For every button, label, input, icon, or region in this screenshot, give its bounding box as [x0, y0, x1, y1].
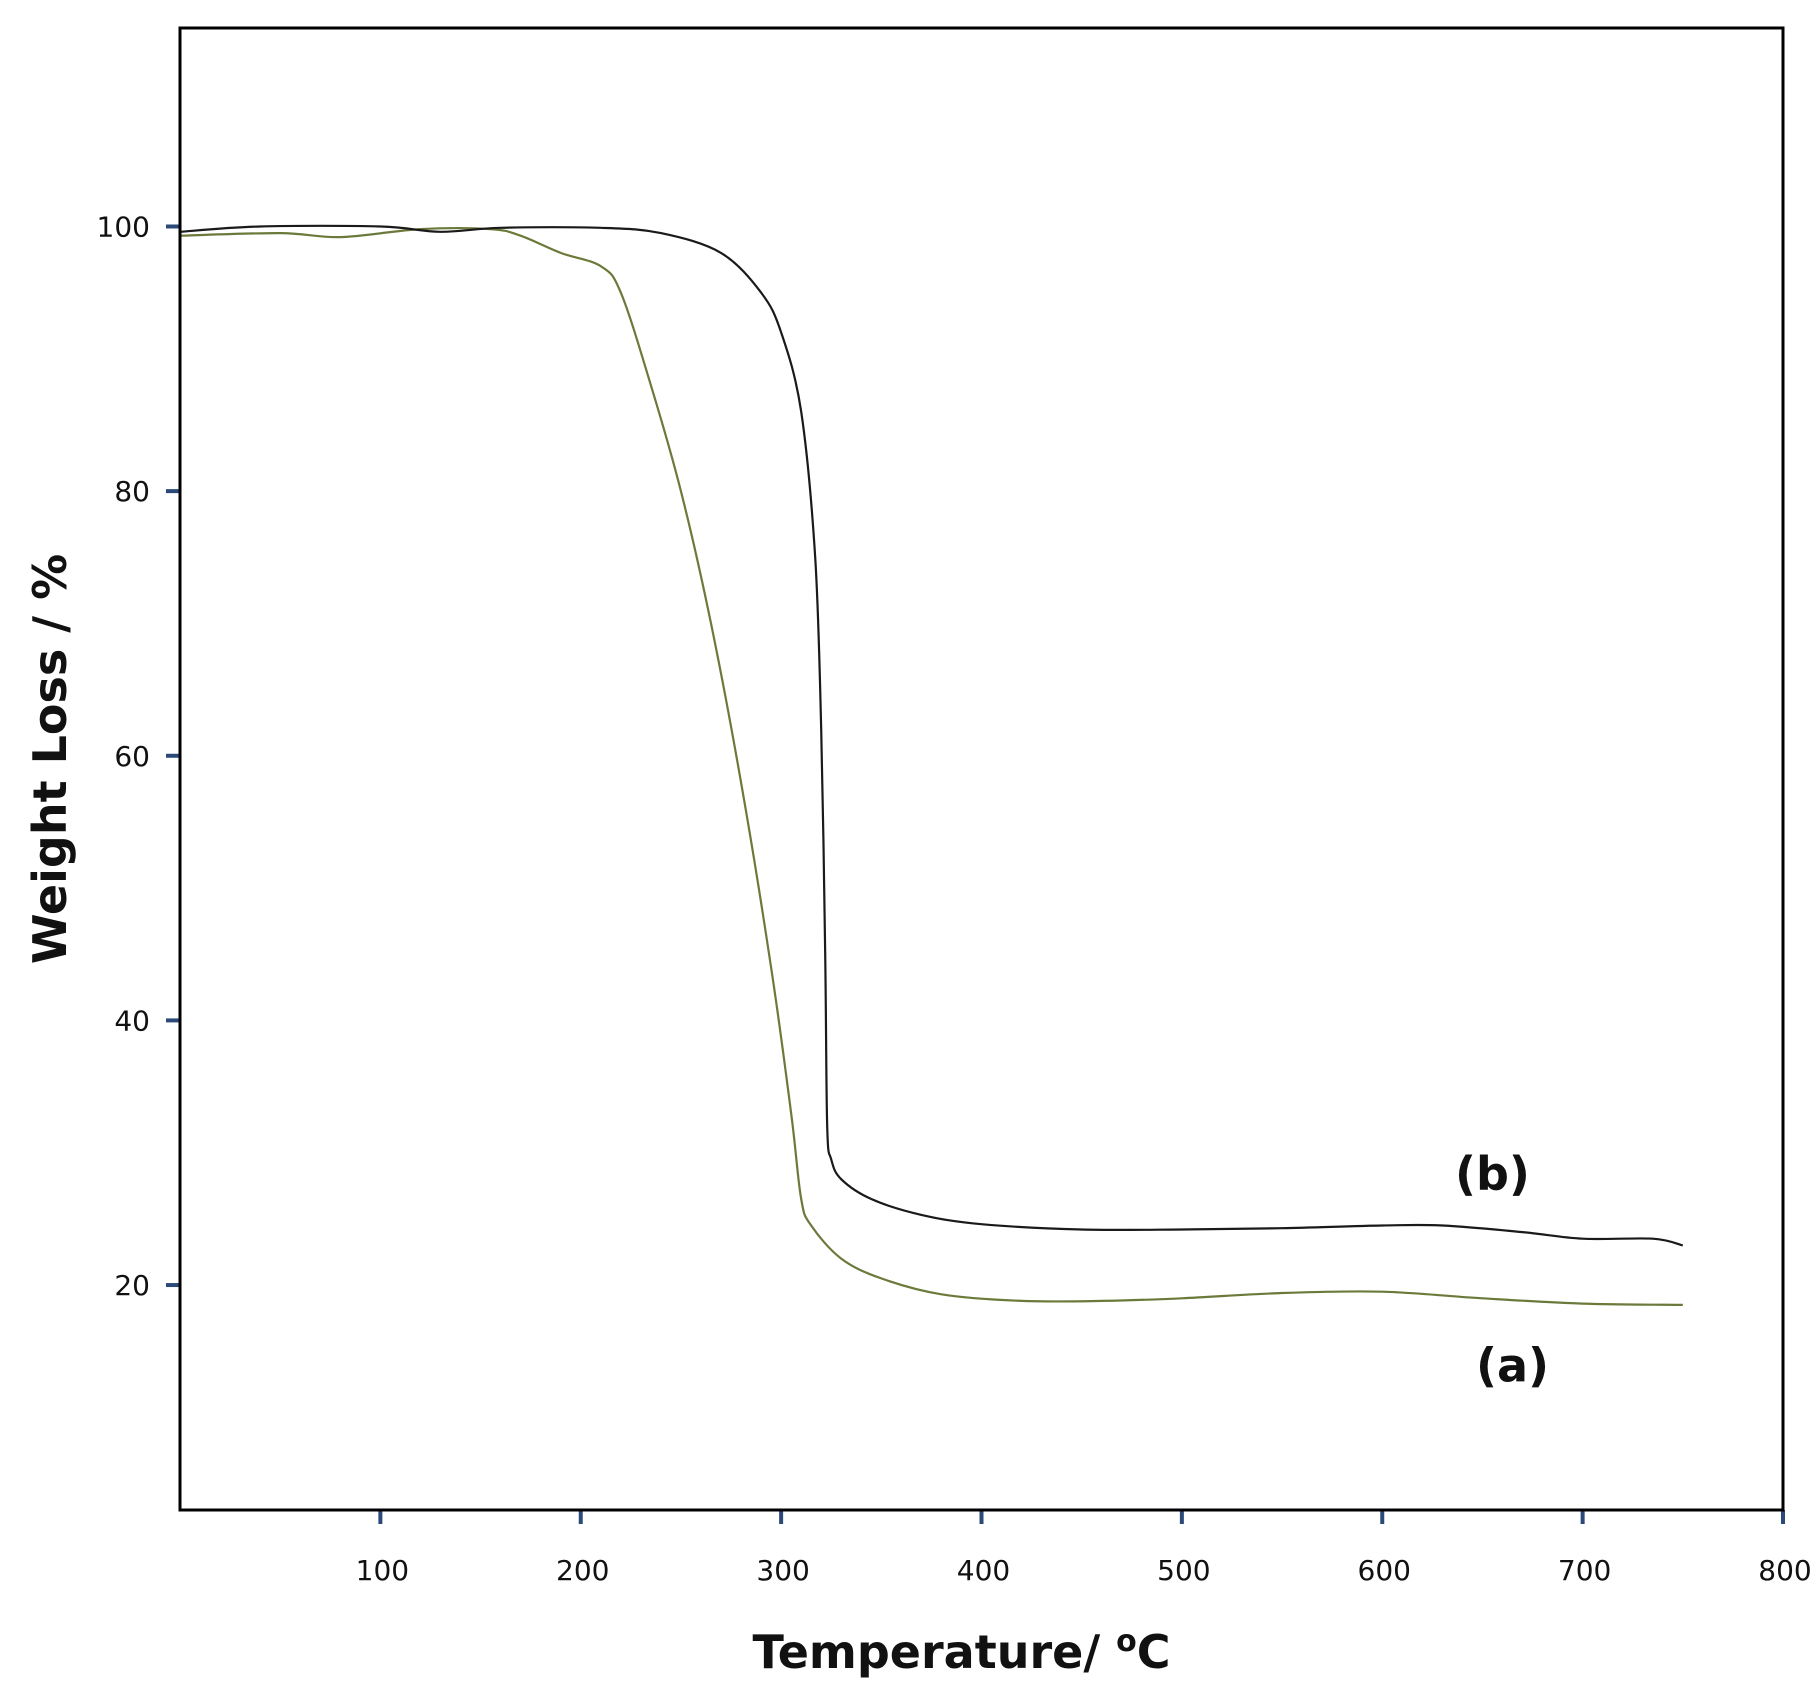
x-tick-label: 200: [556, 1554, 609, 1587]
curves-layer: [179, 224, 1684, 1306]
x-tick-label: 500: [1157, 1554, 1210, 1587]
x-tick-label: 600: [1358, 1554, 1411, 1587]
series-line-b: [179, 224, 1684, 1247]
curve-label-a: (a): [1476, 1339, 1549, 1393]
ticks-layer: 100 200 300 400 500 600 700 800 20 40 60 80 100: [97, 210, 1812, 1587]
x-tick-label: 800: [1758, 1554, 1811, 1587]
x-axis-title-unit: C: [1137, 1625, 1171, 1679]
y-tick-label: 80: [114, 475, 150, 508]
curve-label-b: (b): [1455, 1147, 1530, 1201]
labels-layer: (b) (a): [1455, 1147, 1549, 1393]
x-tick-label: 100: [356, 1554, 409, 1587]
x-axis-title-super: o: [1116, 1624, 1137, 1659]
y-axis-title: Weight Loss / %: [23, 554, 77, 964]
x-tick-label: 700: [1558, 1554, 1611, 1587]
y-tick-label: 100: [97, 210, 150, 243]
x-tick-label: 300: [756, 1554, 809, 1587]
y-tick-label: 40: [114, 1004, 150, 1037]
series-line-a: [179, 227, 1683, 1306]
x-axis-title-main: Temperature/: [752, 1625, 1116, 1679]
x-axis-title: Temperature/ oC: [752, 1624, 1170, 1680]
y-tick-label: 60: [114, 740, 150, 773]
y-tick-label: 20: [114, 1269, 150, 1302]
plot-frame: [178, 26, 1785, 1512]
x-tick-label: 400: [957, 1554, 1010, 1587]
